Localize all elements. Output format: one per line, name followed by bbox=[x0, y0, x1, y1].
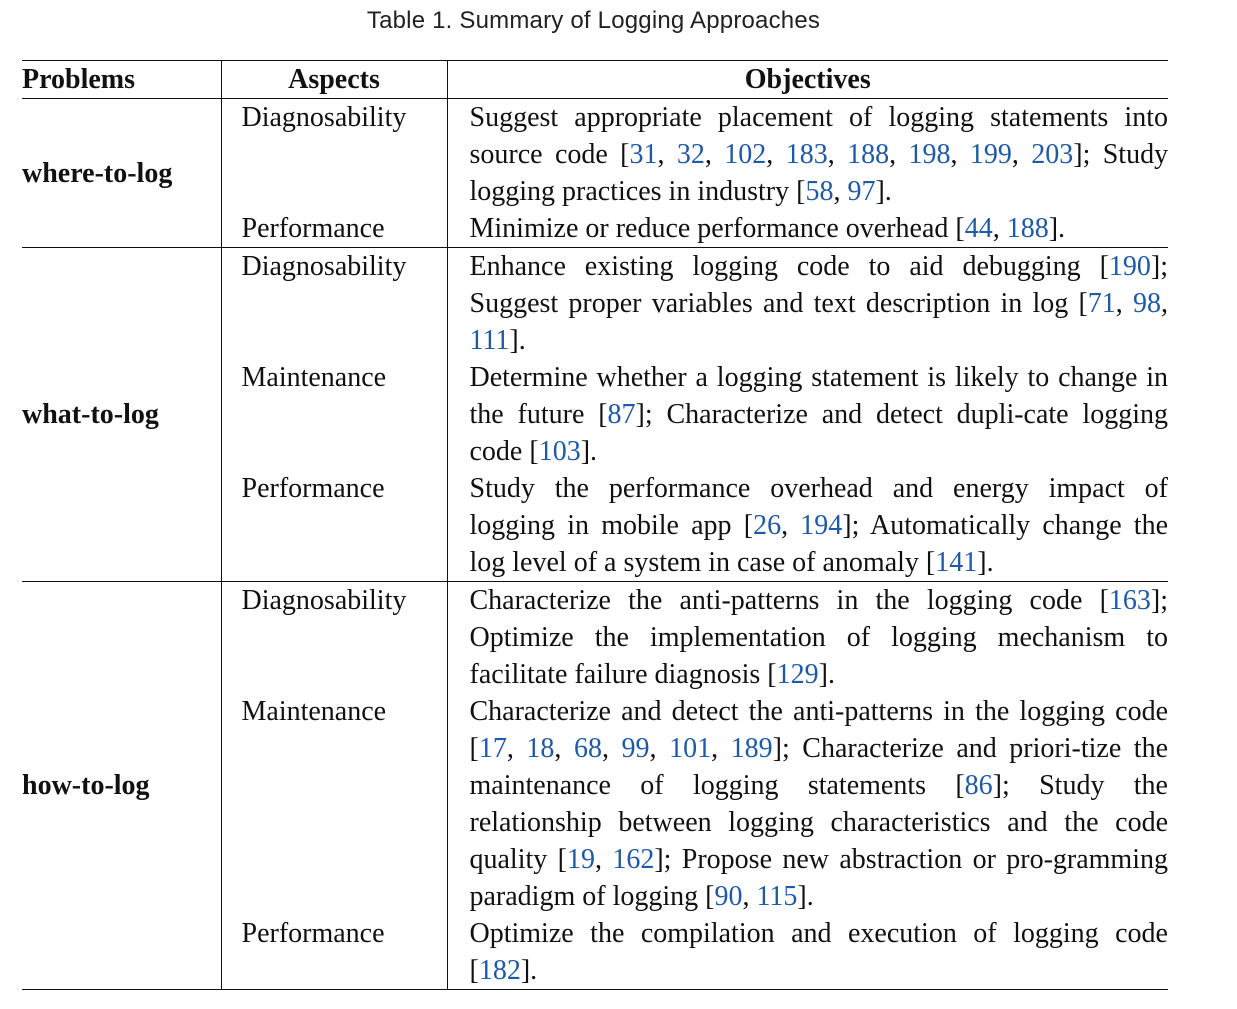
problem-cell: what-to-log bbox=[22, 247, 221, 582]
citation-link[interactable]: 32 bbox=[676, 139, 705, 170]
aspect-cell: Diagnosability bbox=[220, 98, 448, 210]
logging-approaches-table: Problems Aspects Objectives where-to-log… bbox=[22, 60, 1168, 990]
citation-link[interactable]: 31 bbox=[629, 139, 658, 170]
table-row: Performance Optimize the compilation and … bbox=[22, 915, 1168, 990]
table-body: where-to-log Diagnosability Suggest approp… bbox=[22, 98, 1169, 990]
aspect-cell: Performance bbox=[220, 915, 448, 990]
citation-link[interactable]: 182 bbox=[478, 955, 521, 986]
table-row: where-to-log Diagnosability Suggest approp… bbox=[22, 98, 1169, 248]
citation-link[interactable]: 203 bbox=[1031, 139, 1074, 170]
objective-cell: Minimize or reduce performance overhead … bbox=[447, 210, 1168, 248]
citation-link[interactable]: 99 bbox=[621, 733, 650, 764]
citation-link[interactable]: 188 bbox=[1006, 213, 1049, 244]
citation-link[interactable]: 103 bbox=[538, 436, 581, 467]
citation-link[interactable]: 111 bbox=[469, 325, 510, 356]
problem-cell: how-to-log bbox=[22, 581, 221, 990]
aspect-cell: Maintenance bbox=[220, 693, 448, 915]
citation-link[interactable]: 183 bbox=[785, 139, 828, 170]
citation-link[interactable]: 199 bbox=[969, 139, 1012, 170]
table-row: Maintenance Characterize and detect the a… bbox=[22, 693, 1168, 915]
objective-cell: Study the performance overhead and energ… bbox=[447, 470, 1168, 582]
citation-link[interactable]: 97 bbox=[847, 176, 876, 207]
header-aspects: Aspects bbox=[220, 60, 448, 99]
objective-cell: Characterize and detect the anti-pattern… bbox=[469, 696, 1169, 912]
citation-link[interactable]: 129 bbox=[776, 659, 819, 690]
aspect-cell: Performance bbox=[220, 470, 448, 582]
citation-link[interactable]: 44 bbox=[964, 213, 993, 244]
citation-link[interactable]: 115 bbox=[756, 881, 798, 912]
citation-link[interactable]: 102 bbox=[724, 139, 767, 170]
header-objectives: Objectives bbox=[447, 60, 1168, 99]
aspect-cell: Diagnosability bbox=[220, 247, 448, 359]
citation-link[interactable]: 90 bbox=[714, 881, 743, 912]
citation-link[interactable]: 194 bbox=[800, 510, 843, 541]
citation-link[interactable]: 162 bbox=[612, 844, 655, 875]
problem-cell: where-to-log bbox=[22, 98, 221, 248]
citation-link[interactable]: 198 bbox=[908, 139, 951, 170]
aspect-cell: Maintenance bbox=[220, 359, 448, 470]
citation-link[interactable]: 71 bbox=[1087, 288, 1116, 319]
table-row: what-to-log Diagnosability Enhance existin… bbox=[22, 247, 1169, 582]
aspect-cell: Diagnosability bbox=[220, 581, 448, 693]
table-row: Performance Minimize or reduce performanc… bbox=[22, 210, 1168, 248]
table-row: how-to-log Diagnosability Characterize the… bbox=[22, 581, 1169, 990]
citation-link[interactable]: 189 bbox=[730, 733, 773, 764]
objective-cell: Suggest appropriate placement of logging… bbox=[469, 102, 1169, 207]
citation-link[interactable]: 86 bbox=[964, 770, 993, 801]
logging-approaches-table-container: Problems Aspects Objectives where-to-log… bbox=[22, 60, 1168, 990]
citation-link[interactable]: 188 bbox=[847, 139, 890, 170]
citation-link[interactable]: 190 bbox=[1108, 251, 1151, 282]
citation-link[interactable]: 18 bbox=[526, 733, 555, 764]
citation-link[interactable]: 17 bbox=[478, 733, 507, 764]
citation-link[interactable]: 68 bbox=[573, 733, 602, 764]
table-caption: Table 1. Summary of Logging Approaches bbox=[366, 7, 821, 34]
citation-link[interactable]: 163 bbox=[1108, 585, 1151, 616]
citation-link[interactable]: 19 bbox=[566, 844, 595, 875]
citation-link[interactable]: 26 bbox=[753, 510, 782, 541]
table-row: Performance Study the performance overhea… bbox=[22, 470, 1168, 582]
citation-link[interactable]: 87 bbox=[607, 399, 636, 430]
objective-cell: Characterize the anti-patterns in the lo… bbox=[469, 585, 1169, 690]
citation-link[interactable]: 98 bbox=[1133, 288, 1161, 319]
objective-cell: Enhance existing logging code to aid deb… bbox=[469, 251, 1169, 356]
citation-link[interactable]: 58 bbox=[805, 176, 834, 207]
objective-cell: Determine whether a logging statement is… bbox=[469, 362, 1169, 467]
table-row: Maintenance Determine whether a logging s… bbox=[22, 359, 1168, 470]
header-problems: Problems bbox=[22, 60, 221, 99]
header-row: Problems Aspects Objectives bbox=[22, 60, 1168, 99]
aspect-cell: Performance bbox=[220, 210, 448, 248]
citation-link[interactable]: 141 bbox=[935, 547, 978, 578]
objective-cell: Optimize the compilation and execution o… bbox=[447, 915, 1168, 990]
citation-link[interactable]: 101 bbox=[669, 733, 712, 764]
